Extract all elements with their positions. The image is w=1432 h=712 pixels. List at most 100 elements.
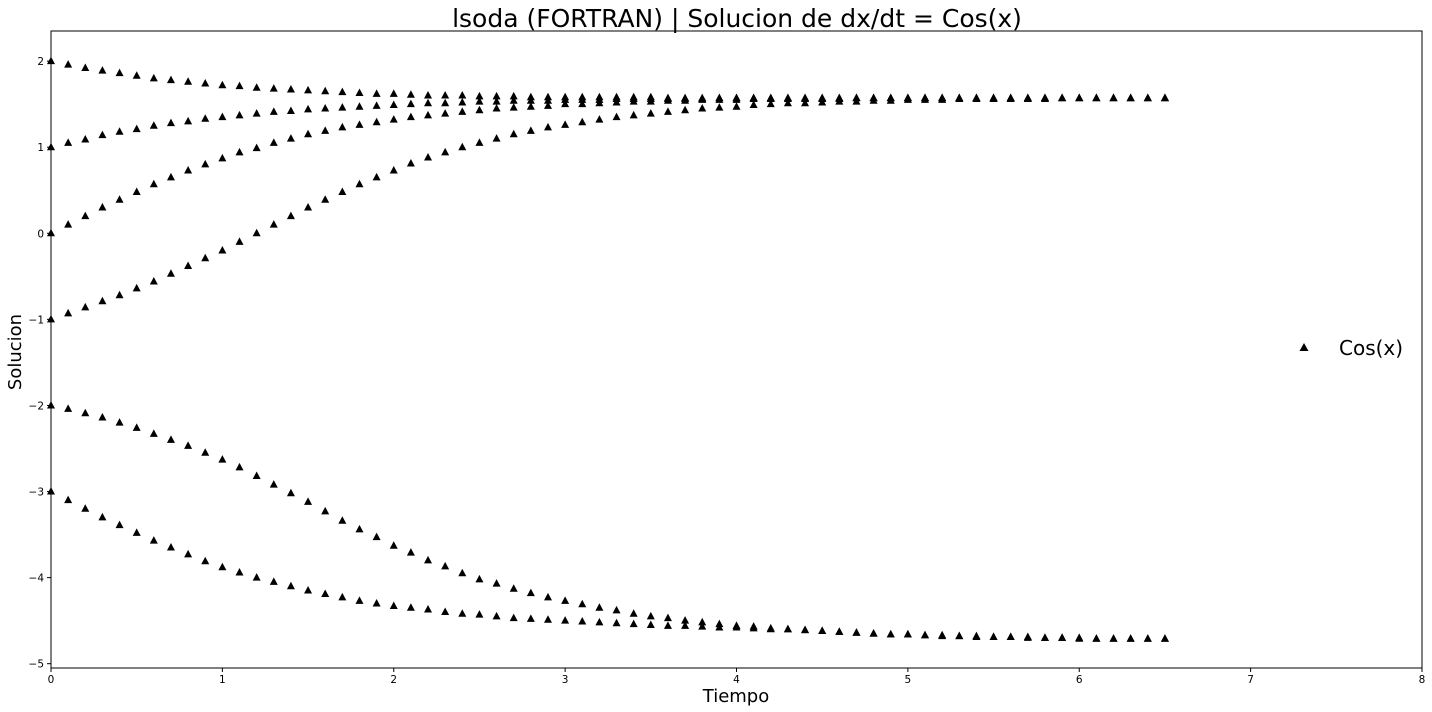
data-point: [921, 630, 930, 639]
data-point: [561, 616, 570, 624]
data-point: [406, 603, 415, 611]
data-point: [458, 107, 467, 115]
data-point: [424, 555, 433, 564]
data-point: [869, 96, 878, 104]
data-point: [629, 110, 638, 119]
data-point: [184, 441, 193, 449]
data-point: [98, 296, 107, 305]
x-tick-label: 7: [1247, 674, 1254, 686]
x-tick-label: 3: [562, 674, 569, 686]
data-point: [389, 165, 398, 174]
data-point: [681, 621, 690, 629]
data-point: [81, 211, 90, 220]
data-point: [338, 87, 347, 96]
data-point: [201, 114, 210, 122]
data-point: [252, 143, 261, 152]
data-point: [269, 480, 278, 488]
data-point: [1006, 94, 1015, 102]
y-tick-label: −1: [29, 314, 44, 326]
data-point: [235, 567, 244, 576]
data-point: [458, 97, 467, 106]
data-point: [218, 80, 227, 89]
data-point: [972, 631, 981, 640]
data-point: [509, 613, 518, 622]
data-point: [646, 109, 655, 117]
data-point: [441, 147, 450, 156]
data-point: [595, 603, 604, 611]
data-point: [269, 84, 278, 92]
data-point: [166, 75, 175, 84]
data-point: [783, 94, 792, 102]
data-point: [783, 98, 792, 107]
data-point: [715, 623, 724, 631]
data-point: [543, 615, 552, 623]
data-point: [629, 619, 638, 628]
data-point: [286, 211, 295, 220]
data-point: [338, 122, 347, 131]
x-tick-label: 0: [48, 674, 55, 686]
data-point: [835, 97, 844, 105]
data-point: [389, 541, 398, 549]
data-point: [1040, 633, 1049, 641]
data-point: [509, 584, 518, 592]
data-point: [646, 611, 655, 620]
data-point: [81, 408, 90, 417]
data-point: [749, 94, 758, 102]
data-point: [561, 99, 570, 108]
data-point: [543, 122, 552, 131]
data-point: [989, 632, 998, 641]
data-point: [715, 95, 724, 103]
data-point: [218, 455, 227, 463]
data-point: [441, 561, 450, 570]
data-point: [578, 617, 587, 625]
data-point: [801, 625, 810, 634]
data-point: [235, 462, 244, 471]
data-point: [578, 599, 587, 608]
data-point: [543, 96, 552, 104]
data-point: [938, 630, 947, 639]
data-point: [252, 573, 261, 581]
data-point: [235, 147, 244, 156]
data-point: [252, 471, 261, 480]
data-point: [783, 624, 792, 633]
data-point: [475, 91, 484, 100]
data-point: [955, 631, 964, 640]
data-point: [852, 97, 861, 105]
data-point: [921, 95, 930, 103]
data-point: [578, 99, 587, 108]
data-point: [732, 95, 741, 103]
data-point: [64, 495, 73, 504]
data-point: [389, 601, 398, 610]
data-point: [595, 98, 604, 107]
data-point: [818, 97, 827, 106]
x-tick-label: 2: [390, 674, 397, 686]
data-point: [663, 621, 672, 629]
data-point: [595, 617, 604, 626]
data-point: [1040, 94, 1049, 102]
data-point: [698, 103, 707, 112]
data-points: [47, 56, 1169, 642]
data-point: [372, 598, 381, 607]
data-point: [681, 105, 690, 114]
data-point: [1006, 632, 1015, 641]
data-point: [389, 89, 398, 97]
data-point: [475, 574, 484, 583]
data-point: [424, 153, 433, 161]
data-point: [269, 220, 278, 228]
data-point: [458, 568, 467, 577]
data-point: [338, 592, 347, 601]
data-point: [766, 624, 775, 633]
data-point: [612, 112, 621, 121]
data-point: [184, 165, 193, 174]
data-point: [561, 120, 570, 128]
data-point: [526, 102, 535, 110]
data-point: [64, 404, 73, 412]
data-point: [509, 96, 518, 104]
data-point: [406, 90, 415, 98]
data-point: [389, 100, 398, 109]
data-point: [132, 124, 141, 133]
data-point: [218, 112, 227, 121]
data-point: [1143, 634, 1152, 642]
data-point: [561, 596, 570, 604]
